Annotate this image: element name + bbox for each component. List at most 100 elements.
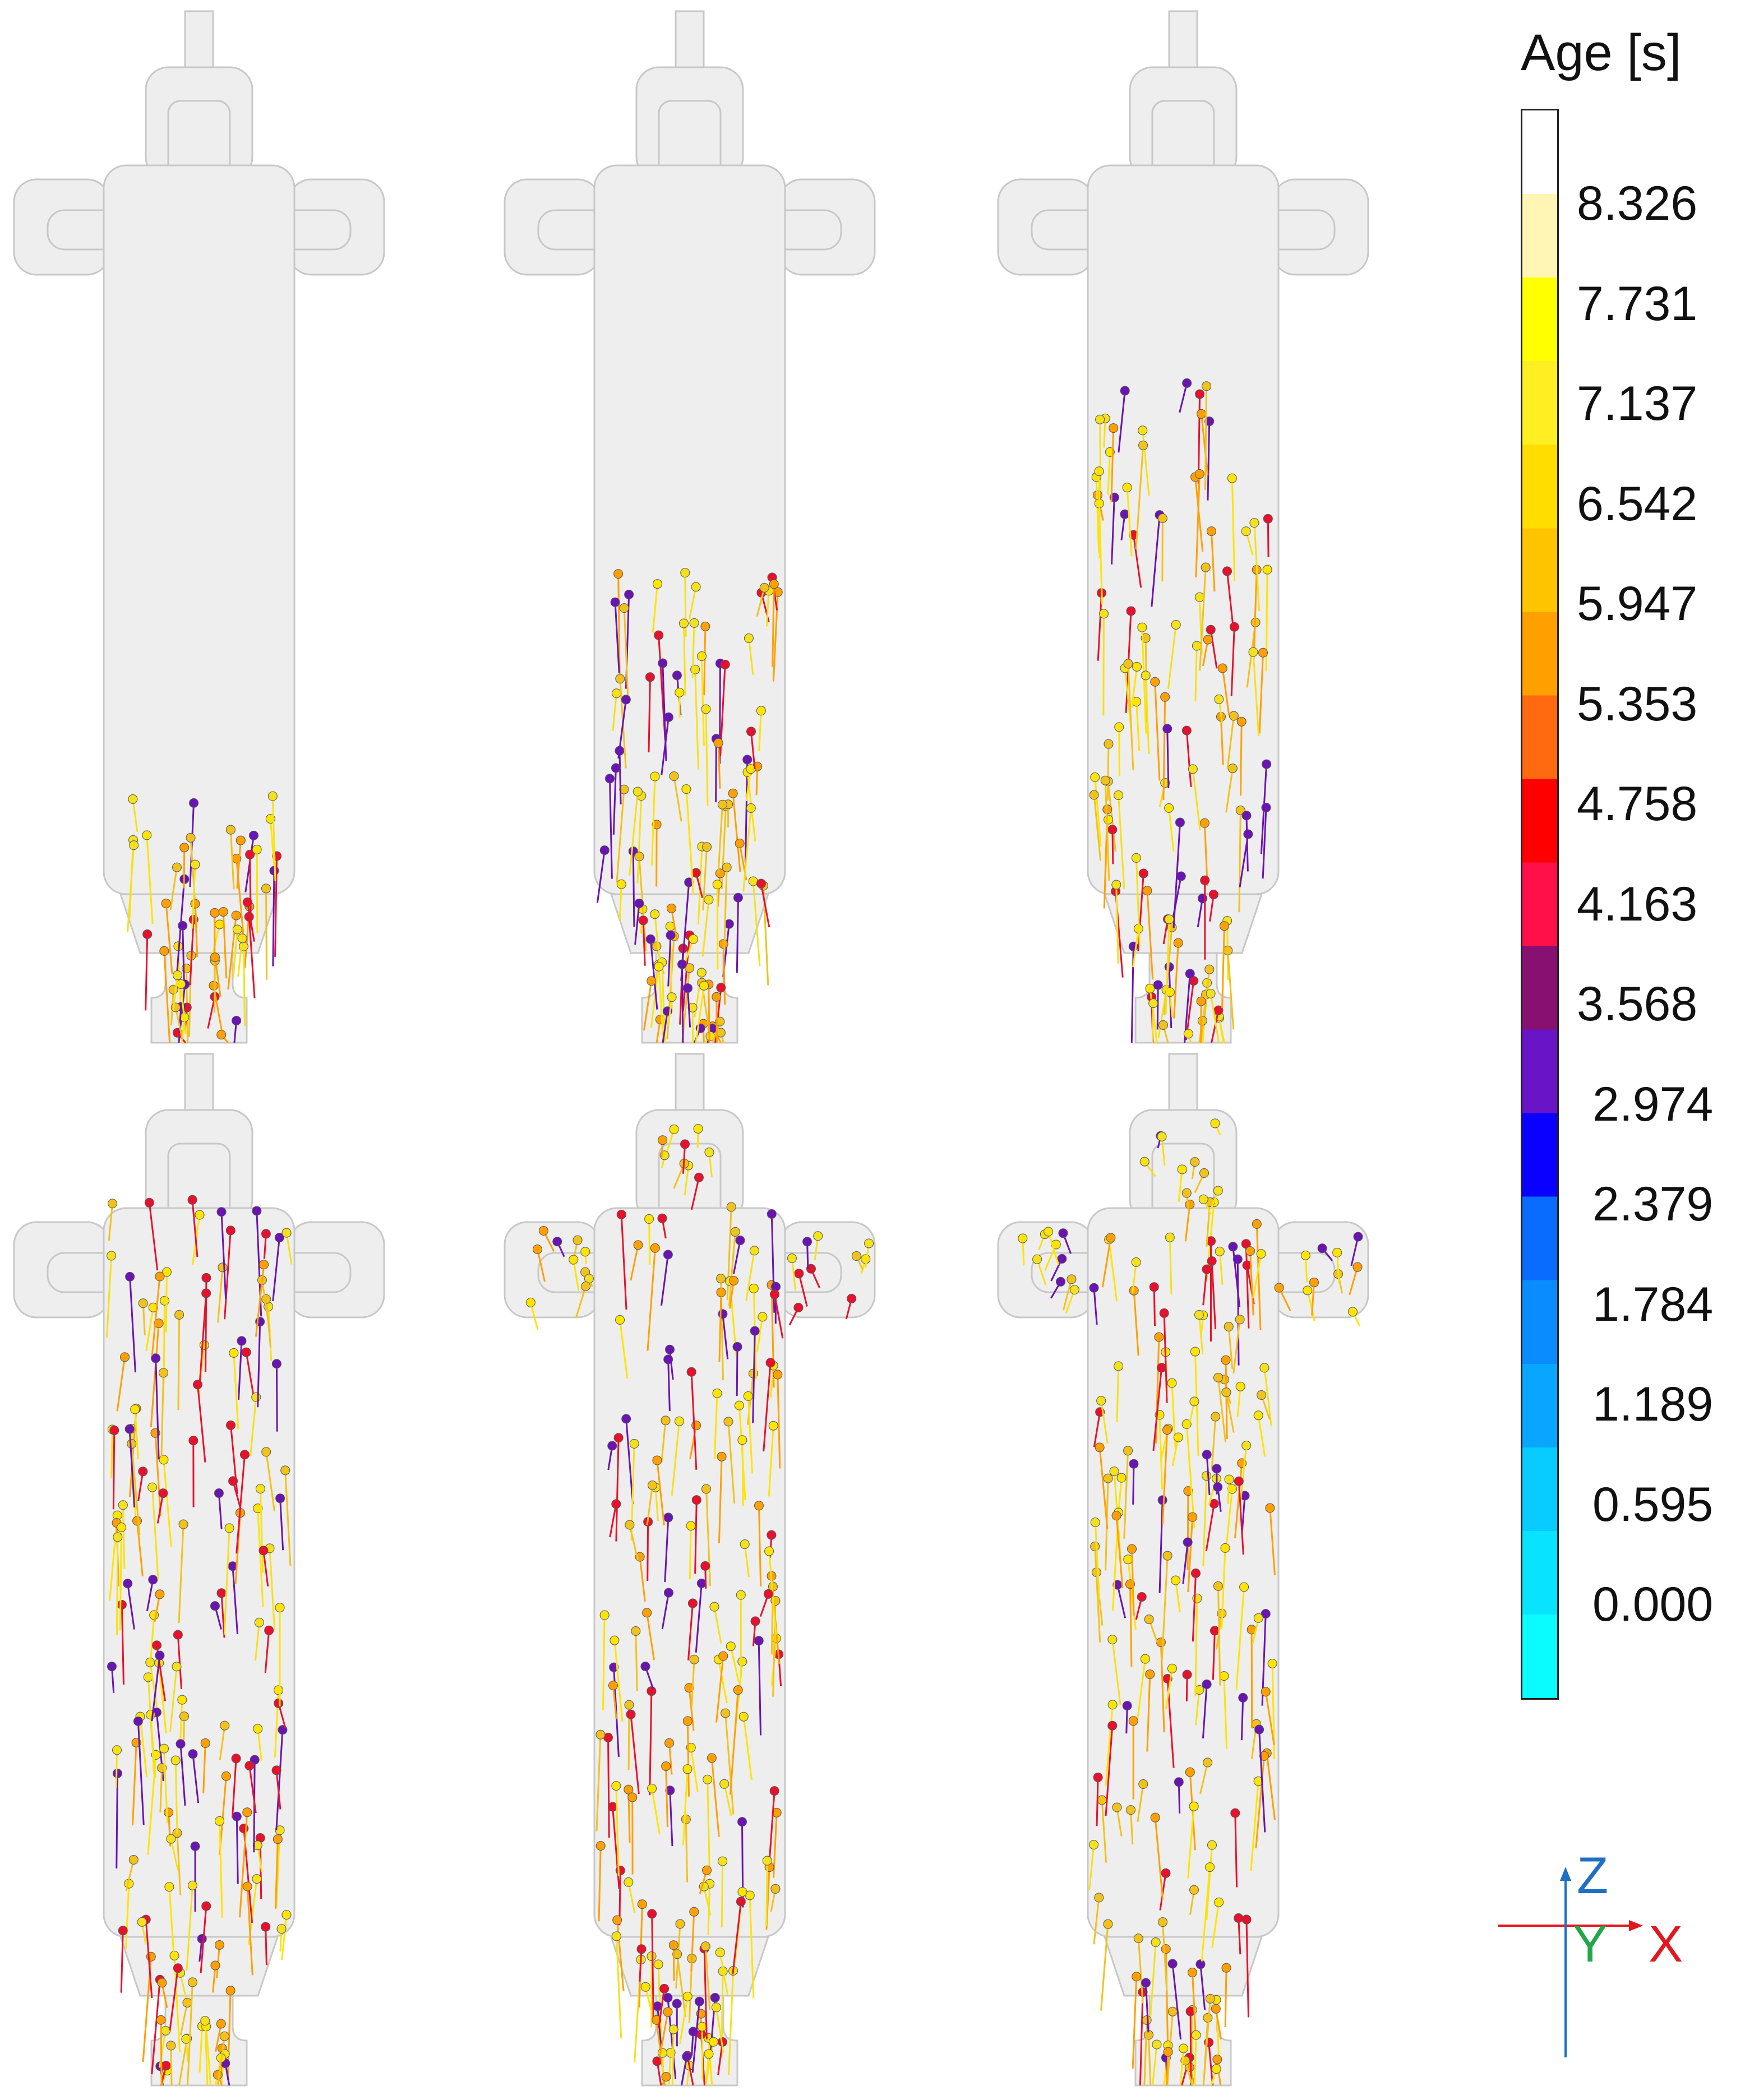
particle-trail — [642, 920, 646, 966]
particle-trail — [671, 908, 678, 941]
particle-trail — [671, 2029, 675, 2086]
particle — [793, 1302, 804, 1312]
particle — [170, 1002, 181, 1012]
particle — [1309, 1278, 1319, 1288]
particle — [209, 980, 219, 991]
particle-trail — [662, 663, 667, 761]
particle-trail — [1231, 478, 1236, 581]
particle-trail — [1232, 1246, 1241, 1308]
particle — [274, 1698, 284, 1708]
particle — [271, 1359, 281, 1369]
y-axis-label: Y — [1573, 1916, 1608, 1973]
particle-trail — [662, 1011, 668, 1043]
outlet-stem — [1168, 10, 1198, 74]
particle — [1182, 378, 1192, 388]
particle-trail — [765, 1861, 768, 1927]
particle — [239, 1450, 250, 1460]
legend-title: Age [s] — [1521, 24, 1682, 81]
particle-trail — [1158, 1500, 1164, 1593]
particle — [1236, 716, 1247, 727]
particle — [1129, 1459, 1139, 1469]
particle — [1123, 659, 1133, 669]
particle-trail — [728, 1971, 735, 2075]
particle-trail — [682, 1144, 686, 1174]
particle-trail — [248, 1765, 257, 1814]
particle-trail — [684, 1165, 690, 1196]
particle-trail — [1143, 2020, 1148, 2086]
particle-trail — [682, 623, 686, 696]
particle — [644, 1214, 654, 1224]
particle — [1238, 1692, 1248, 1703]
particle — [1267, 1658, 1277, 1668]
particle — [148, 1575, 158, 1585]
particle-trail — [613, 1640, 624, 1722]
particle-trail — [1093, 794, 1102, 861]
particle-trail — [1152, 2044, 1158, 2086]
particle — [1032, 1254, 1042, 1264]
particle — [1095, 414, 1105, 424]
particle-trail — [1350, 1236, 1359, 1266]
particle-trail — [1221, 1548, 1226, 1630]
particle-trail — [730, 1646, 740, 1683]
particle — [667, 992, 677, 1002]
particle — [684, 1683, 694, 1693]
particle-trail — [1132, 928, 1139, 968]
particle-trail — [772, 584, 775, 667]
particle-trail — [756, 1316, 764, 1353]
particle-trail — [1146, 1674, 1151, 1752]
particle — [179, 1712, 189, 1722]
particle-trail — [179, 1700, 183, 1747]
particle — [161, 899, 171, 909]
particle — [112, 1768, 122, 1778]
particle-trail — [168, 1886, 175, 1952]
particle-trail — [667, 935, 672, 987]
particle-trail — [1258, 1729, 1266, 1833]
particle — [1112, 1802, 1122, 1812]
particle-trail — [602, 1615, 606, 1710]
particle — [1212, 2055, 1222, 2065]
particle-trail — [750, 731, 756, 769]
particle-trail — [1263, 1367, 1272, 1427]
particle — [636, 1944, 647, 1954]
particle — [1183, 1537, 1193, 1547]
particle-trail — [1225, 768, 1234, 813]
particle — [681, 1814, 691, 1824]
particle-trail — [1201, 414, 1209, 475]
particle — [210, 1601, 220, 1611]
particle — [190, 859, 200, 869]
particle-trail — [617, 573, 621, 679]
particle — [717, 1451, 727, 1461]
particle — [619, 603, 629, 613]
particle — [610, 597, 620, 607]
particle-trail — [232, 929, 238, 978]
particle-trail — [679, 1996, 689, 2045]
particle-trail — [620, 1214, 627, 1310]
particle-trail — [1167, 625, 1177, 690]
particle — [672, 670, 682, 681]
particle — [813, 1231, 823, 1241]
particle — [255, 1484, 265, 1494]
particle — [173, 1963, 183, 1973]
particle-trail — [639, 1949, 643, 1982]
particle — [1152, 2039, 1162, 2050]
particle-trail — [1101, 1237, 1112, 1288]
particle-trail — [1111, 497, 1115, 565]
particle-trail — [1118, 1478, 1123, 1511]
particle — [709, 1602, 719, 1612]
particle-trail — [1161, 1430, 1169, 1525]
particle — [1160, 692, 1170, 702]
particle — [754, 1636, 764, 1646]
particle-trail — [1169, 1237, 1172, 1294]
particle-trail — [765, 590, 770, 627]
particle — [1131, 1257, 1141, 1267]
particle-trail — [1088, 1844, 1095, 1890]
particle — [1243, 829, 1253, 839]
particle-trail — [727, 1421, 736, 1504]
particle-trail — [1104, 780, 1110, 881]
particle-trail — [160, 1372, 165, 1458]
particle — [1192, 641, 1202, 651]
particle — [1224, 1474, 1234, 1484]
particle — [704, 2049, 714, 2059]
particle-trail — [1202, 1684, 1208, 1739]
particle — [1252, 1219, 1262, 1229]
